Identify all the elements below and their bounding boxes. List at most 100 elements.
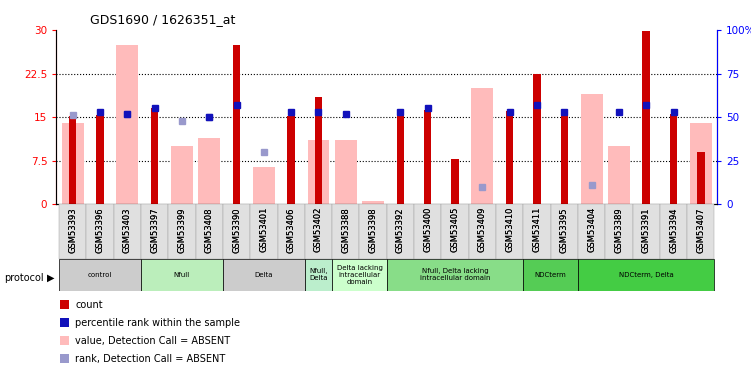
Text: GSM53393: GSM53393 [68, 207, 77, 253]
Bar [332, 259, 387, 291]
Bar [253, 166, 275, 204]
Bar [315, 97, 322, 204]
Bar [305, 204, 332, 259]
Text: protocol: protocol [4, 273, 44, 283]
Text: GSM53390: GSM53390 [232, 207, 241, 253]
Bar [523, 204, 550, 259]
Bar [305, 259, 332, 291]
Text: GSM53399: GSM53399 [177, 207, 186, 253]
Bar [59, 204, 86, 259]
Text: GSM53402: GSM53402 [314, 207, 323, 252]
Bar [335, 141, 357, 204]
Text: Delta lacking
intracellular
domain: Delta lacking intracellular domain [336, 265, 382, 285]
Bar [660, 204, 687, 259]
Text: GDS1690 / 1626351_at: GDS1690 / 1626351_at [90, 13, 236, 26]
Text: GSM53409: GSM53409 [478, 207, 487, 252]
Text: GSM53389: GSM53389 [614, 207, 623, 253]
Bar [387, 204, 414, 259]
Bar [523, 259, 578, 291]
Text: Nfull, Delta lacking
intracellular domain: Nfull, Delta lacking intracellular domai… [420, 268, 490, 281]
Bar [632, 204, 660, 259]
Text: GSM53398: GSM53398 [369, 207, 378, 253]
Bar [424, 110, 432, 204]
Bar [278, 204, 305, 259]
Text: GSM53400: GSM53400 [424, 207, 433, 252]
Text: GSM53395: GSM53395 [559, 207, 569, 253]
Text: GSM53411: GSM53411 [532, 207, 541, 252]
Text: percentile rank within the sample: percentile rank within the sample [75, 318, 240, 328]
Bar [113, 204, 141, 259]
Bar [697, 152, 704, 204]
Text: GSM53392: GSM53392 [396, 207, 405, 253]
Text: GSM53411: GSM53411 [532, 207, 541, 252]
Bar [690, 123, 712, 204]
Text: GSM53396: GSM53396 [95, 207, 104, 253]
Bar [442, 204, 469, 259]
Bar [308, 141, 330, 204]
Bar [469, 204, 496, 259]
Text: control: control [88, 272, 112, 278]
Text: GSM53400: GSM53400 [424, 207, 433, 252]
Bar [560, 114, 568, 204]
Text: rank, Detection Call = ABSENT: rank, Detection Call = ABSENT [75, 354, 225, 364]
Text: GSM53397: GSM53397 [150, 207, 159, 253]
Text: GSM53392: GSM53392 [396, 207, 405, 253]
Bar [141, 204, 168, 259]
Bar [223, 259, 305, 291]
Bar [387, 259, 523, 291]
Text: GSM53398: GSM53398 [369, 207, 378, 253]
Bar [59, 259, 141, 291]
Text: Nfull: Nfull [173, 272, 190, 278]
Bar [198, 138, 220, 204]
Bar [171, 146, 193, 204]
Bar [581, 94, 602, 204]
Bar [496, 204, 523, 259]
Text: GSM53388: GSM53388 [341, 207, 350, 253]
Text: GSM53401: GSM53401 [259, 207, 268, 252]
Text: GSM53407: GSM53407 [696, 207, 705, 253]
Bar [86, 204, 113, 259]
Bar [414, 204, 442, 259]
Bar [670, 114, 677, 204]
Bar [288, 116, 295, 204]
Text: GSM53396: GSM53396 [95, 207, 104, 253]
Text: GSM53410: GSM53410 [505, 207, 514, 252]
Text: GSM53391: GSM53391 [641, 207, 650, 253]
Bar [397, 111, 404, 204]
Text: GSM53408: GSM53408 [205, 207, 214, 253]
Bar [141, 259, 223, 291]
Bar [360, 204, 387, 259]
Bar [608, 146, 630, 204]
Text: GSM53389: GSM53389 [614, 207, 623, 253]
Bar [62, 123, 83, 204]
Bar [578, 259, 714, 291]
Bar [233, 45, 240, 204]
Text: NDCterm: NDCterm [535, 272, 566, 278]
Text: GSM53388: GSM53388 [341, 207, 350, 253]
Text: NDCterm, Delta: NDCterm, Delta [619, 272, 674, 278]
Bar [195, 204, 223, 259]
Text: GSM53409: GSM53409 [478, 207, 487, 252]
Bar [687, 204, 714, 259]
Text: GSM53394: GSM53394 [669, 207, 678, 253]
Bar [332, 204, 360, 259]
Text: GSM53405: GSM53405 [451, 207, 460, 252]
Text: GSM53403: GSM53403 [123, 207, 132, 253]
Text: GSM53393: GSM53393 [68, 207, 77, 253]
Text: GSM53406: GSM53406 [287, 207, 296, 253]
Bar [116, 45, 138, 204]
Text: GSM53405: GSM53405 [451, 207, 460, 252]
Text: GSM53410: GSM53410 [505, 207, 514, 252]
Bar [362, 201, 384, 204]
Text: GSM53399: GSM53399 [177, 207, 186, 253]
Bar [533, 74, 541, 204]
Text: GSM53404: GSM53404 [587, 207, 596, 252]
Text: value, Detection Call = ABSENT: value, Detection Call = ABSENT [75, 336, 231, 346]
Text: Delta: Delta [255, 272, 273, 278]
Bar [250, 204, 278, 259]
Bar [506, 111, 514, 204]
Bar [451, 159, 459, 204]
Bar [578, 204, 605, 259]
Bar [605, 204, 632, 259]
Text: GSM53395: GSM53395 [559, 207, 569, 253]
